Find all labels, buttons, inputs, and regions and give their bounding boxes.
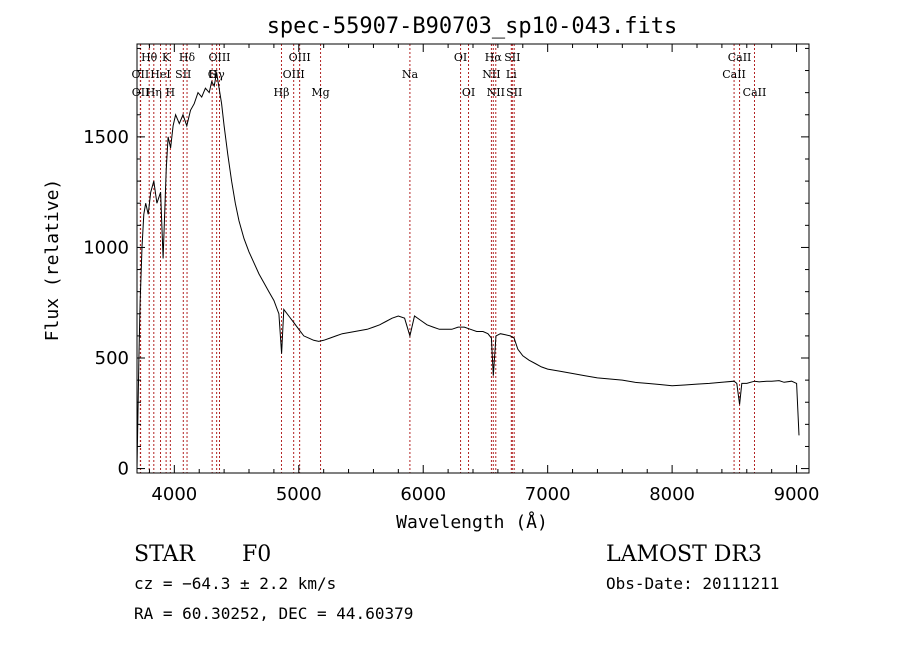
x-tick-label: 6000 bbox=[400, 484, 446, 505]
line-marker-label: OII bbox=[132, 68, 150, 81]
x-tick-label: 8000 bbox=[649, 484, 695, 505]
y-tick-label: 500 bbox=[95, 348, 129, 369]
x-tick-label: 4000 bbox=[151, 484, 197, 505]
ra-dec-coordinates: RA = 60.30252, DEC = 44.60379 bbox=[134, 604, 413, 623]
spectrum-series-line bbox=[136, 72, 800, 469]
object-type: STAR bbox=[134, 542, 196, 567]
line-marker-label: Hδ bbox=[179, 51, 196, 64]
plot-frame bbox=[136, 43, 810, 474]
line-marker-label: SII bbox=[504, 51, 520, 64]
x-axis-ticks: 4000 5000 6000 7000 8000 9000 bbox=[148, 44, 820, 505]
line-marker-label: H bbox=[166, 86, 176, 99]
line-marker-label: HeI bbox=[150, 68, 170, 81]
line-marker-label: Li bbox=[506, 68, 517, 81]
line-marker-label: K bbox=[162, 51, 171, 64]
x-tick-label: 7000 bbox=[525, 484, 571, 505]
line-marker-label: Hθ bbox=[141, 51, 158, 64]
survey-name: LAMOST DR3 bbox=[606, 542, 762, 567]
x-tick-label: 9000 bbox=[774, 484, 820, 505]
y-tick-label: 0 bbox=[118, 459, 129, 480]
line-marker-label: CaII bbox=[728, 51, 752, 64]
x-axis-label: Wavelength (Å) bbox=[396, 511, 548, 533]
line-marker-label: SII bbox=[175, 68, 191, 81]
emission-line-markers bbox=[139, 44, 755, 473]
y-axis-label: Flux (relative) bbox=[42, 179, 63, 342]
line-marker-label: OIII bbox=[208, 51, 230, 64]
object-subclass: F0 bbox=[242, 542, 271, 567]
redshift-cz: cz = −64.3 ± 2.2 km/s bbox=[134, 574, 336, 593]
line-marker-label: OIII bbox=[283, 68, 305, 81]
y-axis-ticks: 0 500 1000 1500 bbox=[83, 47, 809, 480]
y-tick-label: 1000 bbox=[83, 237, 129, 258]
line-marker-label: Hα bbox=[485, 51, 503, 64]
line-marker-label: Mg bbox=[311, 86, 329, 99]
line-marker-label: NII bbox=[482, 68, 500, 81]
line-marker-label: SII bbox=[506, 86, 522, 99]
line-marker-label: NII bbox=[487, 86, 505, 99]
line-marker-label: Hη bbox=[146, 86, 162, 99]
observation-date: Obs-Date: 20111211 bbox=[606, 574, 779, 593]
line-marker-label: CaII bbox=[722, 68, 746, 81]
line-marker-label: Na bbox=[402, 68, 419, 81]
line-marker-label: OIII bbox=[289, 51, 311, 64]
line-marker-label: OI bbox=[454, 51, 467, 64]
x-tick-label: 5000 bbox=[276, 484, 322, 505]
chart-title: spec-55907-B90703_sp10-043.fits bbox=[267, 14, 678, 39]
line-marker-label: Hβ bbox=[274, 86, 290, 99]
line-marker-label: CaII bbox=[743, 86, 767, 99]
line-marker-label: OI bbox=[462, 86, 475, 99]
line-marker-label: G bbox=[208, 68, 217, 81]
y-tick-label: 1500 bbox=[83, 127, 129, 148]
